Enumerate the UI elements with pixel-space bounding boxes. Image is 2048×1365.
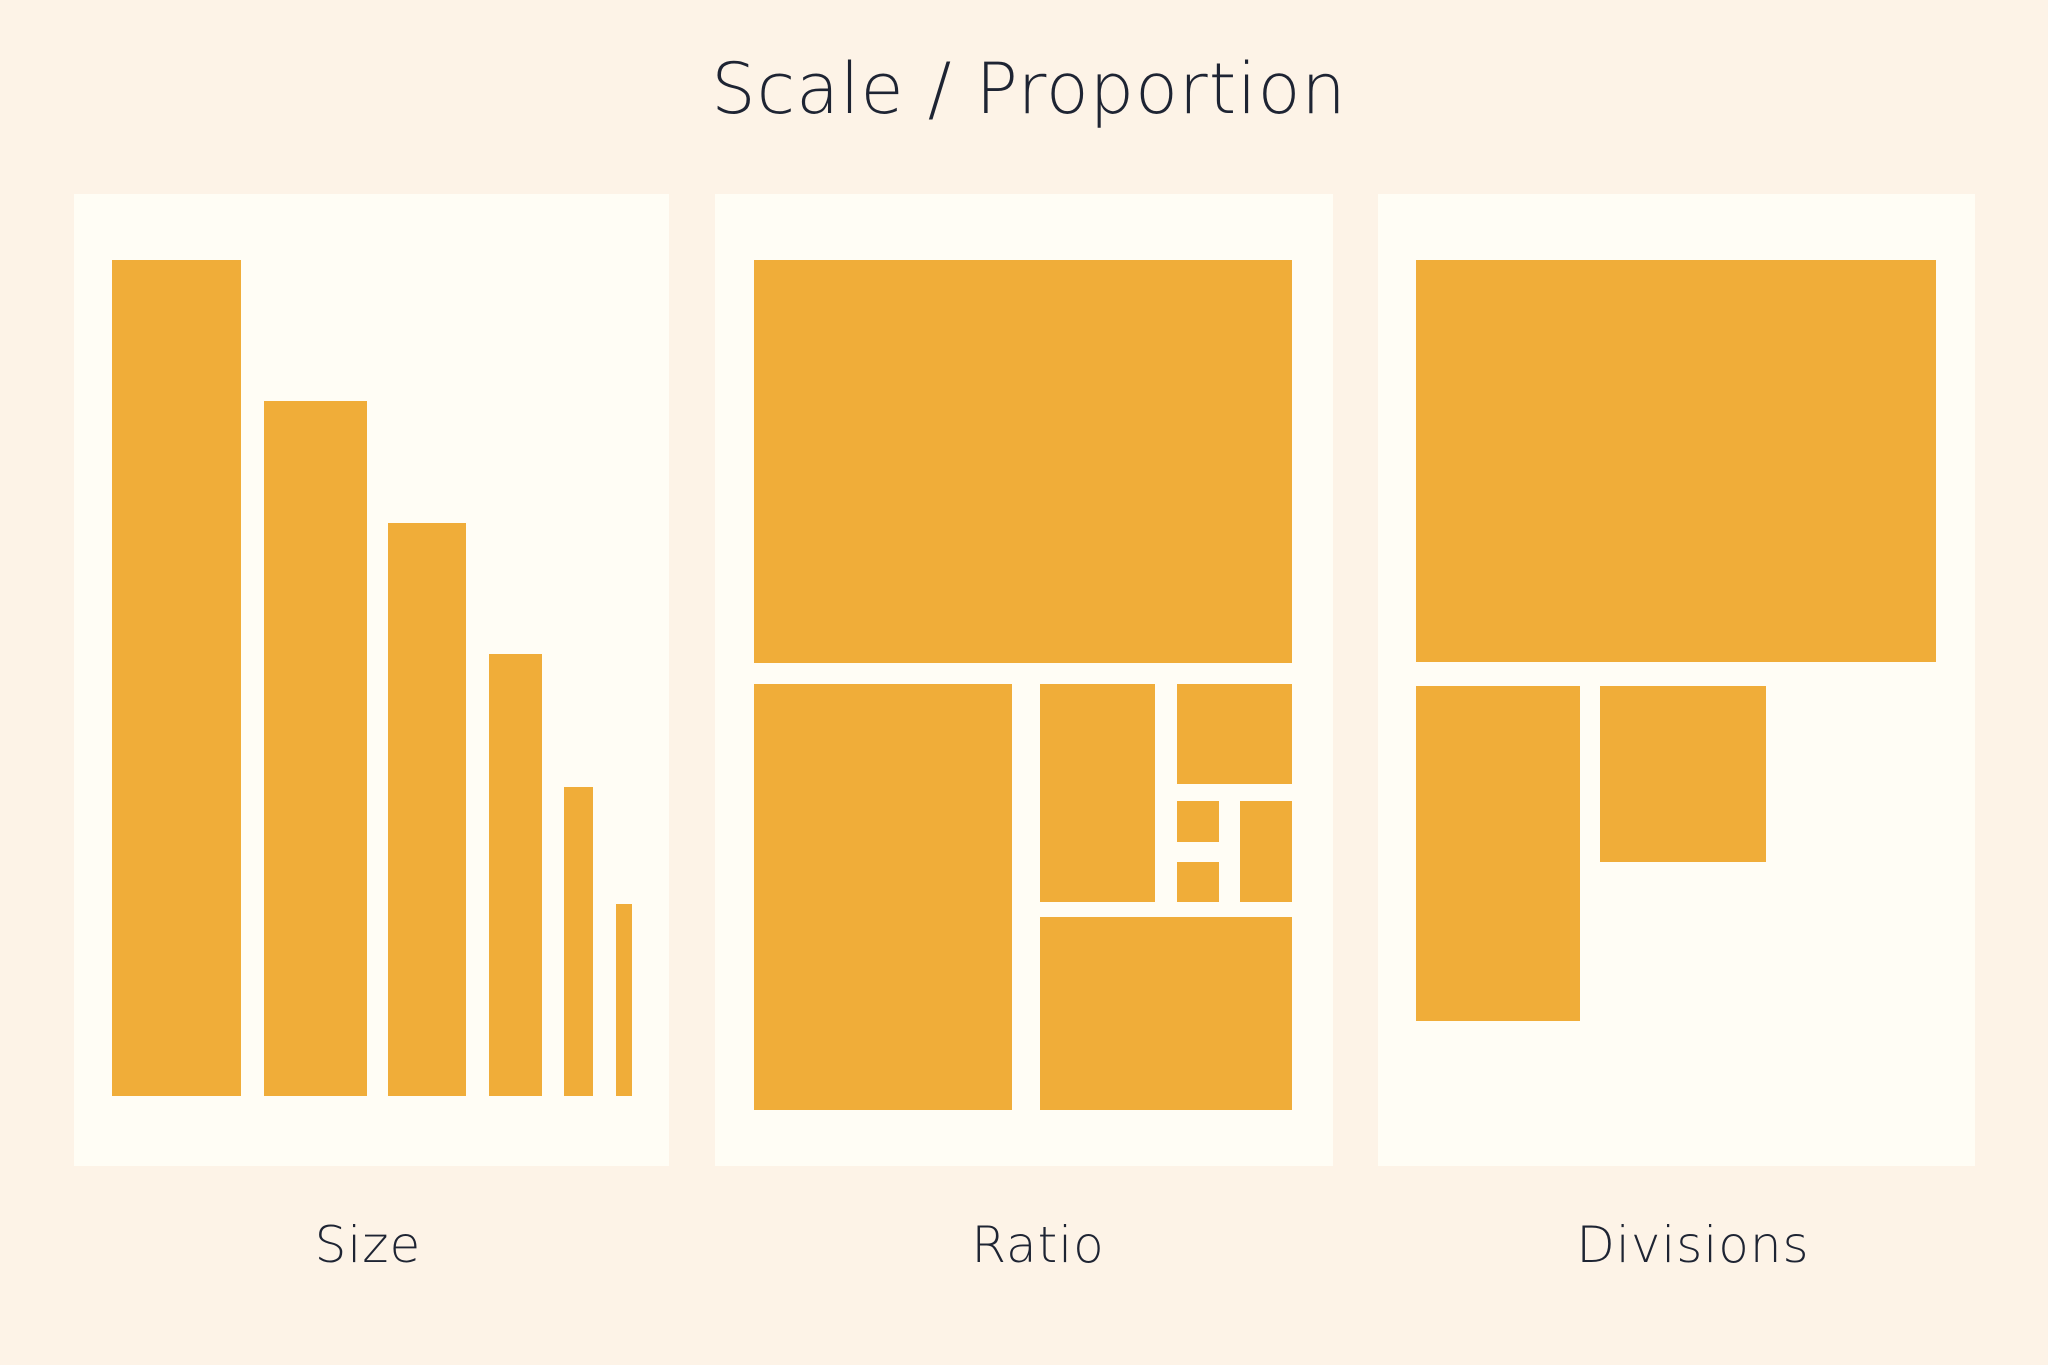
size-panel bbox=[74, 194, 669, 1166]
size-bar-3 bbox=[388, 523, 466, 1096]
size-bar-5 bbox=[564, 787, 593, 1096]
divisions-caption: Divisions bbox=[1576, 1216, 1810, 1274]
size-caption: Size bbox=[314, 1216, 422, 1274]
ratio-block-medium bbox=[1040, 684, 1155, 902]
ratio-caption: Ratio bbox=[971, 1216, 1105, 1274]
ratio-block-narrow bbox=[1240, 801, 1292, 902]
ratio-block-bottom bbox=[1040, 917, 1292, 1110]
ratio-block-top bbox=[754, 260, 1292, 663]
divisions-block-left bbox=[1416, 686, 1580, 1021]
size-bar-6 bbox=[616, 904, 632, 1096]
size-bar-4 bbox=[489, 654, 542, 1096]
divisions-block-top bbox=[1416, 260, 1936, 662]
ratio-panel bbox=[715, 194, 1333, 1166]
page-title: Scale / Proportion bbox=[711, 48, 1347, 130]
ratio-block-large bbox=[754, 684, 1012, 1110]
size-bar-2 bbox=[264, 401, 367, 1096]
ratio-block-tiny-1 bbox=[1177, 801, 1219, 842]
ratio-block-small bbox=[1177, 684, 1292, 784]
ratio-block-tiny-2 bbox=[1177, 862, 1219, 902]
divisions-panel bbox=[1378, 194, 1975, 1166]
divisions-block-square bbox=[1600, 686, 1766, 862]
size-bar-1 bbox=[112, 260, 241, 1096]
